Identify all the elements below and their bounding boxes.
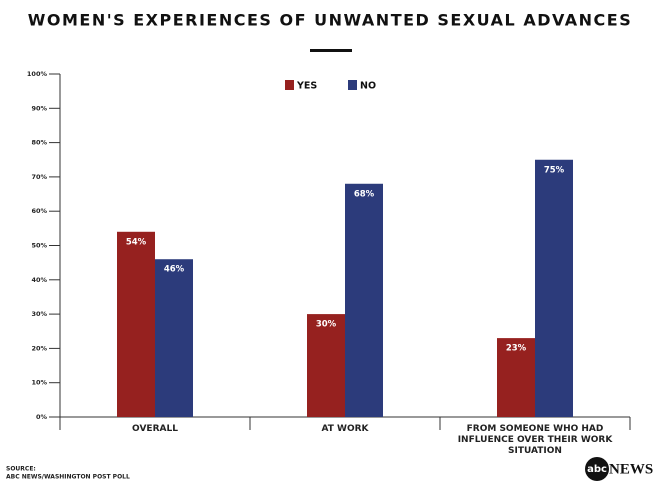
y-tick-label: 90% [31, 104, 47, 112]
x-tick-label: FROM SOMEONE WHO HAD INFLUENCE OVER THEI… [457, 424, 613, 456]
y-tick-label: 40% [31, 276, 47, 284]
value-label: 30% [316, 320, 337, 330]
logo-circle [585, 457, 609, 481]
legend-label: YES [296, 81, 317, 92]
legend-swatch [348, 80, 357, 90]
logo-text: NEWS [609, 461, 653, 477]
bar [345, 183, 383, 417]
y-tick-label: 100% [27, 70, 48, 78]
bar [117, 231, 155, 417]
source-text: ABC NEWS/WASHINGTON POST POLL [6, 474, 130, 481]
legend-swatch [285, 80, 294, 90]
chart-title: WOMEN'S EXPERIENCES OF UNWANTED SEXUAL A… [28, 11, 633, 30]
y-tick-label: 80% [31, 139, 47, 147]
y-tick-label: 10% [31, 379, 47, 387]
value-label: 68% [354, 189, 375, 199]
value-label: 46% [164, 265, 185, 275]
y-tick-label: 0% [36, 413, 48, 421]
legend-label: NO [360, 81, 376, 92]
title-rule [310, 49, 352, 52]
x-tick-label: OVERALL [132, 424, 178, 434]
y-tick-label: 50% [31, 242, 47, 250]
y-tick-label: 30% [31, 310, 47, 318]
logo-mark: abc [587, 464, 607, 475]
value-label: 23% [506, 344, 527, 354]
y-tick-label: 70% [31, 173, 47, 181]
value-label: 75% [544, 165, 565, 175]
bar [497, 338, 535, 417]
x-tick-label: AT WORK [321, 424, 369, 434]
bar [535, 159, 573, 417]
y-tick-label: 20% [31, 344, 47, 352]
value-label: 54% [126, 237, 147, 247]
source-label: SOURCE: [6, 466, 36, 473]
y-tick-label: 60% [31, 207, 47, 215]
bar [307, 314, 345, 417]
bar [155, 259, 193, 417]
